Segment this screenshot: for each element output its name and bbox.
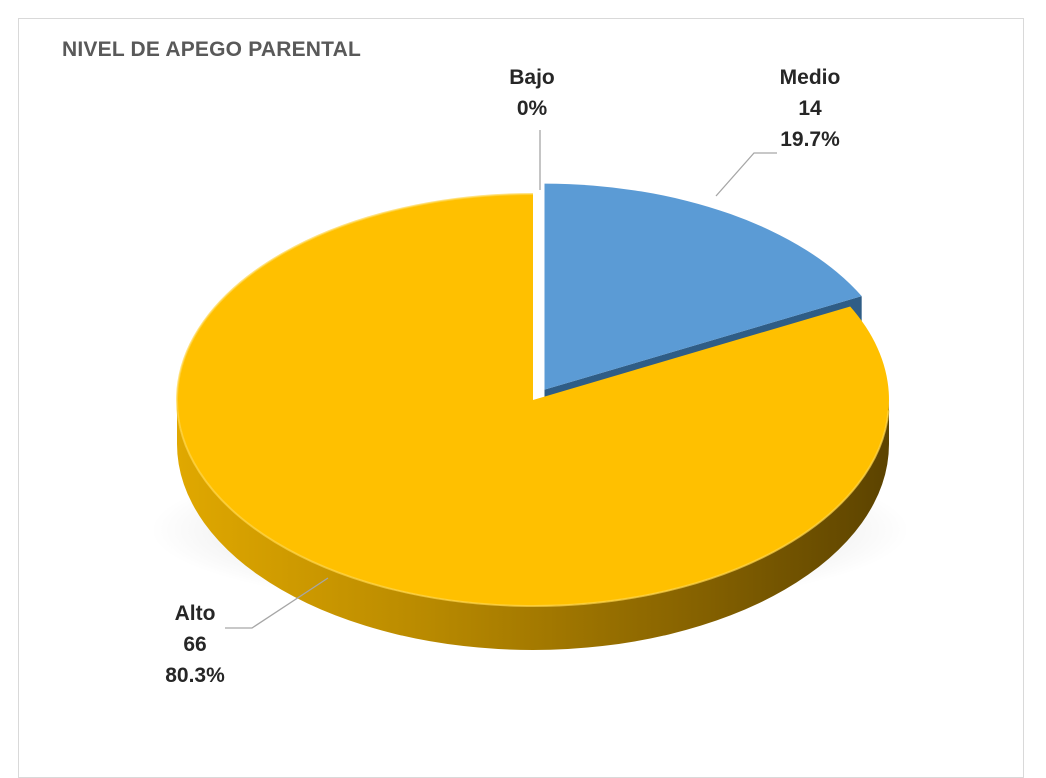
data-label-alto-percent: 80.3% xyxy=(165,664,225,687)
data-label-bajo-category: Bajo xyxy=(509,66,555,89)
data-label-medio-percent: 19.7% xyxy=(780,128,840,151)
data-label-bajo-percent: 0% xyxy=(517,97,548,120)
slice-alto-side xyxy=(177,400,889,650)
leader-line-medio xyxy=(715,152,777,197)
pie-layer xyxy=(176,183,890,650)
data-label-medio-category: Medio xyxy=(780,66,841,89)
leader-line-alto xyxy=(225,577,329,629)
data-label-alto-category: Alto xyxy=(175,602,216,625)
chart-title: NIVEL DE APEGO PARENTAL xyxy=(62,38,362,61)
data-label-alto-value: 66 xyxy=(183,633,206,656)
data-label-medio-value: 14 xyxy=(798,97,822,120)
slice-alto-edge xyxy=(176,193,890,607)
leader-lines xyxy=(225,130,777,629)
slice-alto xyxy=(176,194,889,606)
data-labels: Bajo 0% Medio 14 19.7% Alto 66 80.3% xyxy=(165,66,840,687)
slice-medio xyxy=(544,183,862,390)
